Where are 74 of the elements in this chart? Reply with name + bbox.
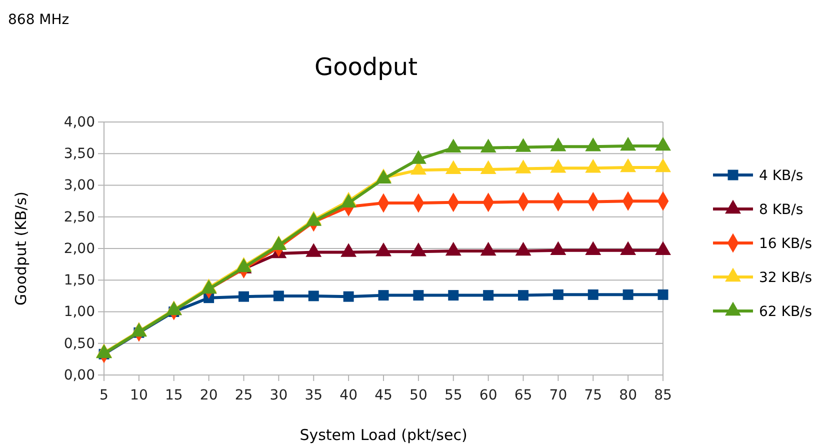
x-tick-label: 65 [514,387,532,404]
x-tick-label: 75 [584,387,602,404]
point [480,138,496,153]
point [378,290,389,301]
x-tick-label: 50 [410,387,428,404]
point [550,241,566,255]
point [306,243,322,257]
point [515,242,532,256]
point [515,160,532,174]
point [238,291,249,302]
point [585,158,602,173]
text: 868 MHz [8,12,70,28]
y-tick-label: 1,00 [64,304,95,320]
point [343,291,354,302]
point [622,289,634,300]
point [515,138,532,152]
legend-label: 16 KB/s [759,236,812,252]
x-tick-label: 85 [654,387,672,404]
point [483,290,494,301]
point [655,136,671,151]
point [480,242,496,256]
y-axis-title: Goodput (KB/s) [12,192,30,306]
point [550,137,566,152]
point [480,160,496,174]
y-tick-label: 2,00 [64,240,95,257]
point [585,241,602,255]
point [620,158,636,172]
point [448,290,459,301]
point [518,290,528,301]
point [445,242,462,256]
point [550,158,566,173]
x-tick-label: 30 [270,387,288,404]
x-tick-label: 35 [304,387,323,404]
point [340,243,357,257]
legend-label: 62 KB/s [759,304,812,320]
x-tick-label: 45 [374,387,392,404]
point [655,241,671,255]
point [445,138,462,153]
x-tick-label: 10 [130,387,148,404]
point [308,290,319,302]
y-tick-label: 0,00 [64,367,95,384]
x-tick-label: 80 [619,387,637,404]
point [445,160,462,174]
y-tick-label: 1,50 [64,272,95,289]
point [273,290,284,302]
point [410,150,426,164]
legend-label: 8 KB/s [759,202,804,218]
x-tick-label: 55 [444,387,462,404]
x-tick-label: 40 [340,387,358,404]
point [585,137,602,152]
chart-title: Goodput [314,53,418,81]
x-tick-label: 25 [234,387,253,404]
x-tick-label: 20 [200,387,218,404]
y-tick-label: 3,50 [64,146,95,162]
legend-label: 32 KB/s [759,270,812,286]
point [413,290,424,301]
x-tick-label: 60 [479,387,498,404]
point [588,289,598,300]
point [552,289,564,300]
point [658,289,668,300]
y-tick-label: 2,50 [64,209,95,226]
y-tick-label: 0,50 [64,336,95,352]
point [620,136,636,151]
y-tick-label: 4,00 [64,114,95,130]
point [410,242,426,256]
point [376,242,392,256]
x-axis-title: System Load (pkt/sec) [300,426,468,444]
x-tick-label: 70 [549,387,568,404]
point [655,158,671,172]
y-tick-label: 3,00 [64,178,95,194]
legend-label: 4 KB/s [759,168,804,184]
x-tick-label: 5 [100,387,108,404]
point [620,241,636,255]
x-tick-label: 15 [164,387,183,404]
